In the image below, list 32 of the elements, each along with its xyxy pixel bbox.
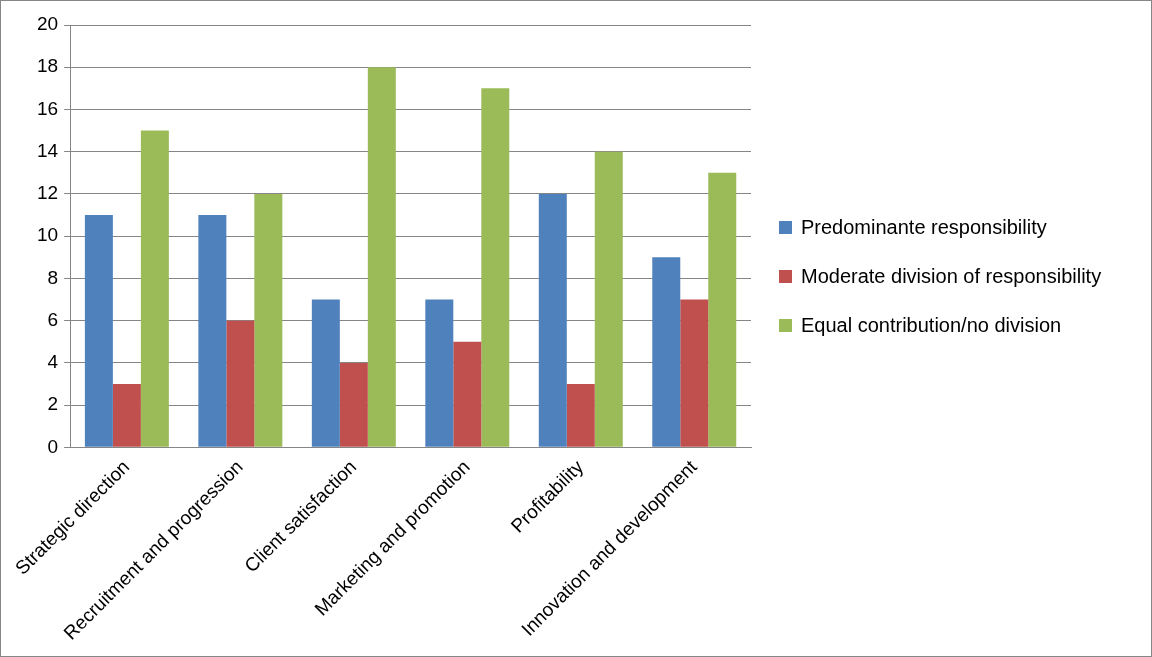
bar bbox=[367, 67, 396, 447]
bar bbox=[425, 299, 454, 447]
bar bbox=[453, 341, 482, 447]
bar bbox=[84, 215, 113, 447]
bar bbox=[339, 362, 368, 447]
bar bbox=[112, 384, 141, 447]
legend-label: Equal contribution/no division bbox=[801, 313, 1063, 338]
bar bbox=[594, 151, 623, 447]
bar bbox=[680, 299, 709, 447]
y-tick-label: 20 bbox=[36, 13, 59, 35]
bar bbox=[652, 257, 681, 447]
y-tick-label: 18 bbox=[36, 55, 59, 77]
y-tick-label: 6 bbox=[47, 308, 59, 330]
y-tick-label: 16 bbox=[36, 97, 59, 119]
bar bbox=[538, 193, 567, 447]
bar bbox=[198, 215, 227, 447]
bar bbox=[140, 130, 169, 447]
y-tick-label: 10 bbox=[36, 224, 59, 246]
y-tick-label: 2 bbox=[47, 393, 59, 415]
bar bbox=[708, 172, 737, 447]
y-tick-label: 12 bbox=[36, 182, 59, 204]
bar bbox=[566, 384, 595, 447]
bar bbox=[481, 88, 510, 447]
bar bbox=[254, 193, 283, 447]
y-tick-label: 0 bbox=[47, 435, 59, 457]
legend-label: Predominante responsibility bbox=[801, 215, 1048, 240]
y-tick-label: 14 bbox=[36, 139, 59, 161]
bar bbox=[226, 320, 255, 447]
y-tick-label: 4 bbox=[47, 351, 59, 373]
bar bbox=[311, 299, 340, 447]
y-tick-label: 8 bbox=[47, 266, 59, 288]
legend-label: Moderate division of responsibility bbox=[801, 264, 1103, 289]
